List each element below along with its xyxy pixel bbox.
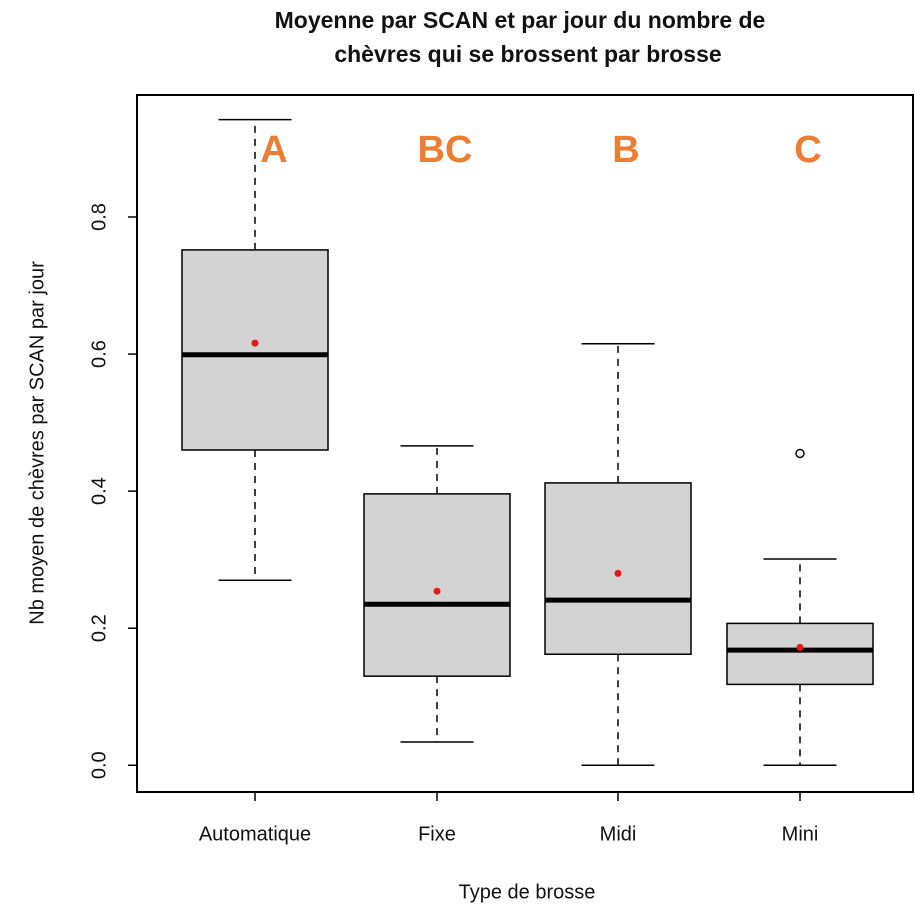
y-tick-label: 0.6 (88, 340, 110, 368)
x-tick-label: Midi (600, 823, 637, 845)
chart-title: Moyenne par SCAN et par jour du nombre d… (275, 7, 766, 33)
group-letter: A (260, 129, 287, 171)
x-axis-label: Type de brosse (459, 881, 596, 903)
mean-marker (251, 339, 259, 347)
y-tick-label: 0.2 (88, 614, 110, 642)
box (544, 482, 692, 655)
mean-marker (796, 643, 804, 651)
y-tick-label: 0.4 (88, 477, 110, 505)
chart-title: chèvres qui se brossent par brosse (334, 41, 721, 67)
plot-frame (136, 94, 914, 793)
mean-marker (433, 587, 441, 595)
box (726, 622, 874, 686)
y-tick-label: 0.8 (88, 203, 110, 231)
y-axis-label: Nb moyen de chèvres par SCAN par jour (26, 261, 48, 625)
outlier (795, 448, 805, 459)
box (363, 493, 511, 677)
x-tick-label: Mini (782, 823, 819, 845)
mean-marker (614, 569, 622, 577)
box (181, 249, 329, 451)
x-tick-label: Fixe (418, 823, 456, 845)
group-letter: BC (418, 129, 473, 171)
x-tick-label: Automatique (199, 823, 311, 845)
group-letter: C (794, 129, 821, 171)
y-tick-label: 0.0 (88, 751, 110, 779)
group-letter: B (612, 129, 639, 171)
